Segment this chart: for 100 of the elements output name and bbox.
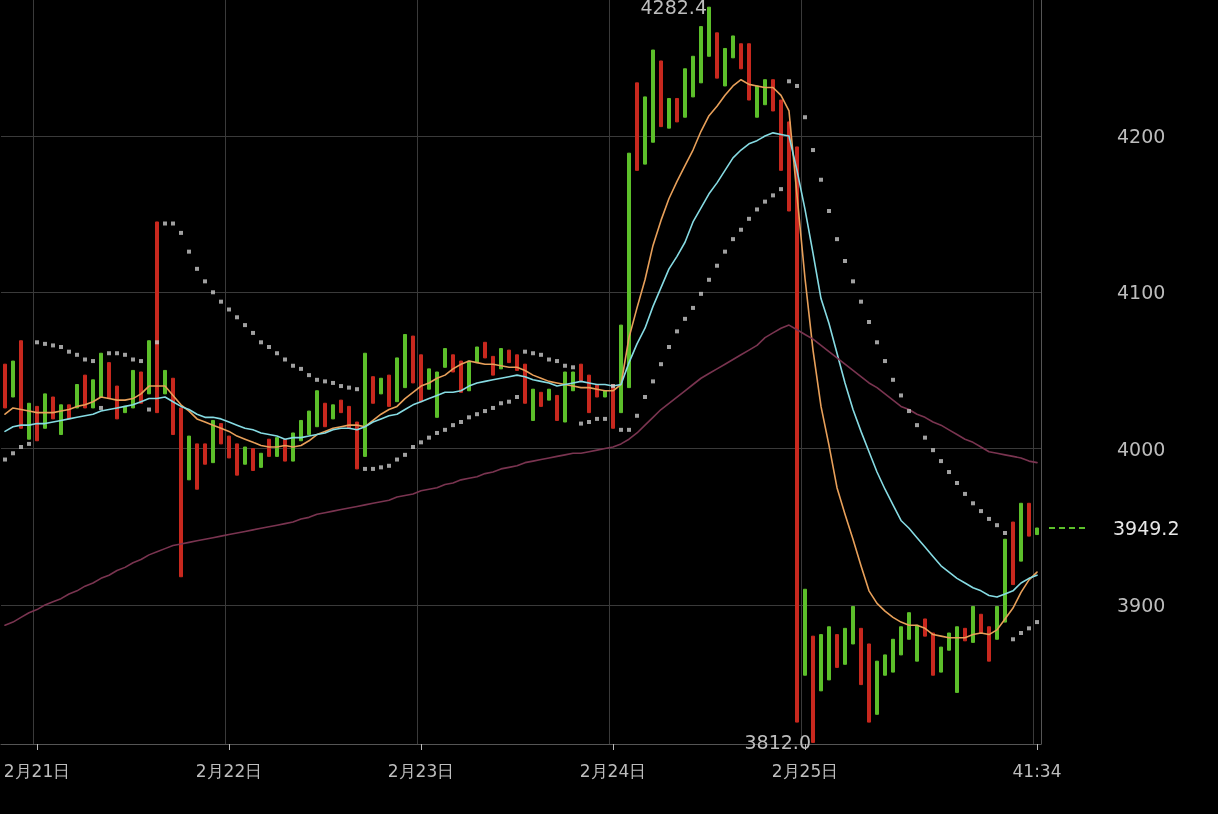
- candlestick: [75, 384, 79, 409]
- candlestick: [811, 635, 815, 743]
- candlestick: [163, 369, 167, 395]
- candlestick: [587, 374, 591, 414]
- candlestick: [939, 646, 943, 673]
- candlestick: [35, 405, 39, 442]
- candlestick: [915, 624, 919, 662]
- y-tick-label: 3900: [1117, 593, 1166, 616]
- candlestick: [443, 348, 447, 368]
- candlestick: [731, 35, 735, 59]
- candlestick: [875, 660, 879, 715]
- candlestick: [219, 423, 223, 445]
- text: 3949.2: [1113, 516, 1180, 540]
- candlestick: [155, 221, 159, 414]
- candlestick: [539, 391, 543, 407]
- candlestick: [851, 605, 855, 645]
- candlestick: [91, 379, 95, 409]
- candlestick: [763, 79, 767, 106]
- candlestick: [363, 352, 367, 457]
- candlestick: [307, 410, 311, 436]
- annotation: 3812.0: [744, 731, 811, 754]
- candlestick: [107, 362, 111, 400]
- candlestick: [579, 363, 583, 382]
- candlestick: [747, 43, 751, 101]
- candlestick: [355, 421, 359, 470]
- candlestick: [419, 354, 423, 403]
- candlestick: [859, 627, 863, 686]
- candlestick: [483, 341, 487, 359]
- candlestick: [651, 49, 655, 143]
- line-series: [4, 132, 1038, 598]
- candlestick: [779, 99, 783, 171]
- annotation: 4282.4: [640, 0, 707, 19]
- candlestick: [315, 390, 319, 428]
- candlestick: [251, 448, 255, 471]
- candlestick: [675, 97, 679, 123]
- x-tick-label: 2月23日: [387, 760, 455, 781]
- candlestick: [899, 626, 903, 656]
- line-series: [4, 324, 1038, 627]
- candlestick: [475, 346, 479, 364]
- candlestick: [643, 96, 647, 165]
- candlestick: [195, 443, 199, 490]
- candlestick: [547, 388, 551, 401]
- candlestick: [659, 60, 663, 128]
- candlestick: [235, 443, 239, 476]
- candlestick: [323, 402, 327, 428]
- candlestick: [387, 374, 391, 407]
- candlestick: [227, 435, 231, 459]
- candlestick: [451, 354, 455, 373]
- candlestick: [987, 626, 991, 662]
- candlestick: [99, 352, 103, 398]
- candlestick: [211, 419, 215, 464]
- candlestick: [395, 357, 399, 403]
- candlestick: [427, 368, 431, 390]
- candlestick: [491, 355, 495, 376]
- candlestick: [883, 654, 887, 676]
- candlestick: [371, 376, 375, 404]
- candlestick: [403, 333, 407, 389]
- candlestick: [171, 377, 175, 436]
- candlestick: [891, 638, 895, 673]
- candlestick: [43, 393, 47, 429]
- candlestick: [203, 443, 207, 465]
- candlestick: [11, 360, 15, 398]
- candlestick: [1011, 521, 1015, 586]
- candlestick: [619, 324, 623, 414]
- candlestick: [803, 588, 807, 676]
- candlestick: [971, 605, 975, 643]
- candlestick: [819, 634, 823, 692]
- candlestick: [603, 390, 607, 398]
- candlestick: [435, 371, 439, 418]
- candlestick: [555, 394, 559, 421]
- candlestick: [19, 340, 23, 429]
- candlestick: [131, 369, 135, 409]
- candlestick: [739, 43, 743, 70]
- candlestick: [459, 360, 463, 393]
- candlestick: [931, 632, 935, 676]
- y-tick-label: 4000: [1117, 437, 1166, 460]
- candlestick: [683, 68, 687, 118]
- candlestick: [867, 643, 871, 723]
- x-tick-label: 2月25日: [771, 760, 839, 781]
- x-tick-label: 41:34: [1012, 760, 1062, 781]
- candlestick: [1027, 502, 1031, 537]
- candlestick: [51, 396, 55, 420]
- candlestick: [243, 446, 247, 465]
- candlestick: [1035, 527, 1039, 536]
- candlestick: [715, 32, 719, 79]
- candlestick: [259, 452, 263, 468]
- candlestick: [1019, 502, 1023, 562]
- candlestick: [83, 374, 87, 409]
- candlestick: [499, 348, 503, 370]
- candlestick: [563, 371, 567, 423]
- candlestick: [179, 407, 183, 578]
- x-tick-label: 2月22日: [195, 760, 263, 781]
- candlestick: [507, 349, 511, 364]
- candlestick: [835, 634, 839, 668]
- y-tick-label: 4100: [1117, 281, 1166, 304]
- candlestick: [755, 85, 759, 118]
- candlestick: [795, 146, 799, 723]
- candlestick: [995, 605, 999, 640]
- candlestick: [635, 82, 639, 171]
- x-tick-label: 2月24日: [579, 760, 647, 781]
